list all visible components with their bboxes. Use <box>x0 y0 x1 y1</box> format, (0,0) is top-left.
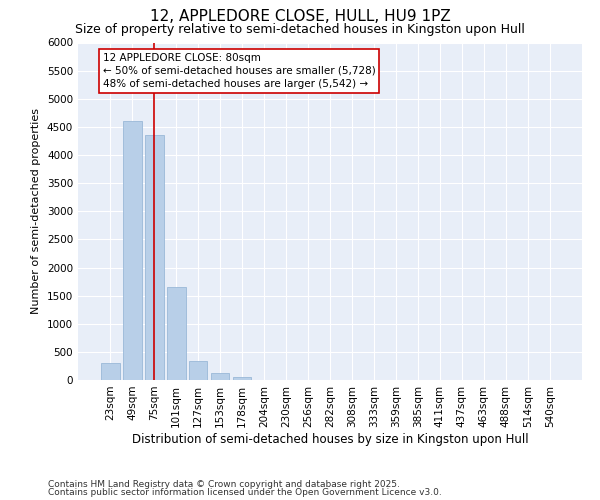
Bar <box>167 287 185 380</box>
Bar <box>101 363 119 380</box>
X-axis label: Distribution of semi-detached houses by size in Kingston upon Hull: Distribution of semi-detached houses by … <box>131 432 529 446</box>
Bar <box>123 121 142 380</box>
Bar <box>233 376 251 380</box>
Text: Contains HM Land Registry data © Crown copyright and database right 2025.: Contains HM Land Registry data © Crown c… <box>48 480 400 489</box>
Text: Contains public sector information licensed under the Open Government Licence v3: Contains public sector information licen… <box>48 488 442 497</box>
Text: Size of property relative to semi-detached houses in Kingston upon Hull: Size of property relative to semi-detach… <box>75 22 525 36</box>
Y-axis label: Number of semi-detached properties: Number of semi-detached properties <box>31 108 41 314</box>
Bar <box>189 361 208 380</box>
Bar <box>211 372 229 380</box>
Bar <box>145 136 164 380</box>
Text: 12 APPLEDORE CLOSE: 80sqm
← 50% of semi-detached houses are smaller (5,728)
48% : 12 APPLEDORE CLOSE: 80sqm ← 50% of semi-… <box>103 52 376 89</box>
Text: 12, APPLEDORE CLOSE, HULL, HU9 1PZ: 12, APPLEDORE CLOSE, HULL, HU9 1PZ <box>149 9 451 24</box>
